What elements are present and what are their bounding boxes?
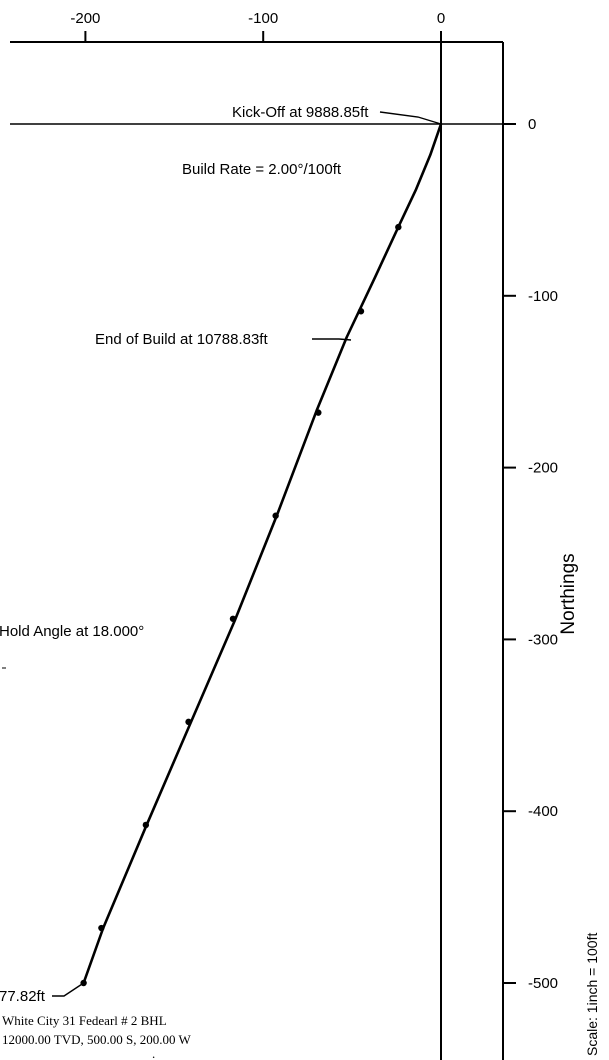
y-tick-label: -500 bbox=[528, 975, 558, 992]
y-tick-label: -200 bbox=[528, 460, 558, 477]
y-tick-label: -400 bbox=[528, 803, 558, 820]
annotation-label: Hold Angle at 18.000° bbox=[0, 623, 144, 640]
target-label-line-1: White City 31 Fedearl # 2 BHL bbox=[2, 1013, 167, 1028]
annotation-leader bbox=[379, 111, 442, 125]
survey-marker bbox=[357, 308, 365, 315]
y-tick-label: -300 bbox=[528, 631, 558, 648]
well-path-line bbox=[82, 123, 443, 984]
y-tick-label: 0 bbox=[528, 116, 536, 133]
y-axis-ticks: 0 -100 -200 -300 -400 -500 bbox=[503, 116, 558, 992]
well-path bbox=[80, 123, 443, 987]
annotation-leader bbox=[312, 338, 352, 341]
x-axis-ticks: -200 -100 0 bbox=[70, 10, 445, 42]
annotation-label: End of Build at 10788.83ft bbox=[95, 331, 268, 348]
survey-marker bbox=[229, 615, 237, 622]
annotation-leader bbox=[52, 982, 85, 997]
annotation-label: Kick-Off at 9888.85ft bbox=[232, 104, 369, 121]
survey-marker bbox=[315, 409, 322, 416]
survey-marker bbox=[395, 223, 402, 231]
survey-marker bbox=[98, 924, 105, 932]
x-tick-label: -100 bbox=[248, 10, 278, 27]
survey-marker bbox=[185, 718, 192, 726]
survey-marker bbox=[142, 821, 150, 829]
x-tick-label: -200 bbox=[70, 10, 100, 27]
scale-label: Scale: 1inch = 100ft bbox=[584, 933, 600, 1056]
annotation-label: Build Rate = 2.00°/100ft bbox=[182, 161, 342, 178]
target-label-line-2: 12000.00 TVD, 500.00 S, 200.00 W bbox=[2, 1032, 191, 1047]
y-axis-title: Northings bbox=[558, 553, 579, 634]
small-dot: . bbox=[152, 1046, 155, 1060]
annotation-label: 77.82ft bbox=[0, 988, 46, 1005]
x-tick-label: 0 bbox=[437, 10, 445, 27]
y-tick-label: -100 bbox=[528, 288, 558, 305]
survey-marker bbox=[272, 512, 279, 519]
annotations: Kick-Off at 9888.85ft Build Rate = 2.00°/… bbox=[0, 104, 442, 1005]
